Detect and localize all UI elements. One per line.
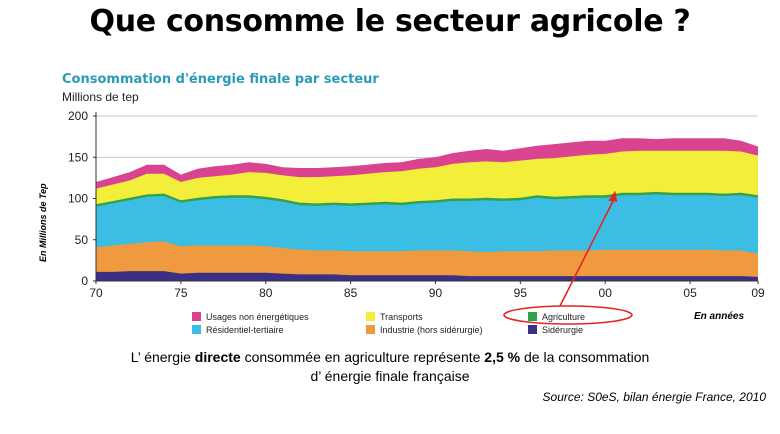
legend-swatch-transports: [366, 312, 375, 321]
x-tick-label-00: 00: [599, 286, 613, 300]
area-siderurgie: [96, 271, 758, 281]
note-text-a: L’ énergie: [130, 349, 195, 365]
y-tick-label-0: 0: [81, 274, 88, 288]
legend-item-siderurgie: Sidérurgie: [528, 325, 583, 335]
annotation-arrow-head: [608, 190, 618, 202]
x-tick-label-85: 85: [344, 286, 358, 300]
x-tick-label-95: 95: [514, 286, 528, 300]
note-bold-percent: 2,5 %: [484, 349, 521, 365]
legend-item-agriculture: Agriculture: [528, 312, 585, 322]
legend-label-agriculture: Agriculture: [542, 312, 586, 322]
legend-label-usages: Usages non énergétiques: [206, 312, 309, 322]
x-tick-label-70: 70: [89, 286, 103, 300]
source-citation: Source: S0eS, bilan énergie France, 2010: [542, 390, 766, 404]
x-axis-years-label: En années: [694, 311, 745, 322]
x-tick-label-75: 75: [174, 286, 188, 300]
area-industrie: [96, 241, 758, 281]
legend-item-usages: Usages non énergétiques: [192, 312, 309, 322]
x-tick-label-05: 05: [683, 286, 697, 300]
legend-label-transports: Transports: [380, 312, 423, 322]
legend-swatch-usages: [192, 312, 201, 321]
legend-swatch-siderurgie: [528, 325, 537, 334]
legend-item-residentiel: Résidentiel-tertiaire: [192, 325, 284, 335]
x-tick-label-90: 90: [429, 286, 443, 300]
x-tick-label-09: 09: [751, 286, 765, 300]
y-tick-label-100: 100: [68, 192, 88, 206]
annotation-arrow-line: [559, 196, 616, 307]
note-text-b: consommée en agriculture représente: [240, 349, 485, 365]
legend-label-siderurgie: Sidérurgie: [542, 325, 584, 335]
page-title: Que consomme le secteur agricole ?: [89, 4, 691, 39]
legend-swatch-residentiel: [192, 325, 201, 334]
chart-legend: Usages non énergétiques Transports Agric…: [180, 310, 640, 342]
legend-item-transports: Transports: [366, 312, 423, 322]
legend-label-industrie: Industrie (hors sidérurgie): [380, 325, 483, 335]
legend-item-industrie: Industrie (hors sidérurgie): [366, 325, 483, 335]
legend-label-residentiel: Résidentiel-tertiaire: [206, 325, 284, 335]
chart-title: Consommation d'énergie finale par secteu…: [62, 72, 379, 87]
y-tick-label-150: 150: [68, 150, 88, 164]
annotation-ellipse: [503, 305, 633, 325]
note-line-1: L’ énergie directe consommée en agricult…: [0, 349, 780, 365]
legend-swatch-industrie: [366, 325, 375, 334]
y-tick-label-50: 50: [75, 233, 89, 247]
x-tick-label-80: 80: [259, 286, 273, 300]
legend-swatch-agriculture: [528, 312, 537, 321]
y-axis-unit-label: Millions de tep: [62, 90, 139, 104]
note-bold-directe: directe: [194, 349, 241, 365]
note-line-2: d’ énergie finale française: [310, 368, 470, 384]
y-tick-label-200: 200: [68, 109, 88, 123]
note-text-c: de la consommation: [520, 349, 650, 365]
